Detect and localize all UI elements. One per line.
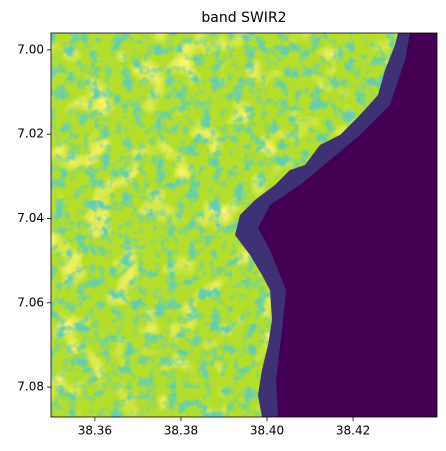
raster-image [51, 33, 437, 417]
y-tick-label: 7.00 [17, 42, 44, 56]
x-tick-label: 38.36 [78, 424, 112, 438]
y-tick-label: 7.08 [17, 380, 44, 394]
y-tick-label: 7.02 [17, 127, 44, 141]
chart-title: band SWIR2 [201, 10, 286, 26]
y-tick-label: 7.06 [17, 295, 44, 309]
plot-frame [50, 32, 438, 418]
x-tick-label: 38.42 [336, 424, 370, 438]
x-tick-label: 38.40 [250, 424, 284, 438]
x-tick-label: 38.38 [164, 424, 198, 438]
y-tick-label: 7.04 [17, 211, 44, 225]
